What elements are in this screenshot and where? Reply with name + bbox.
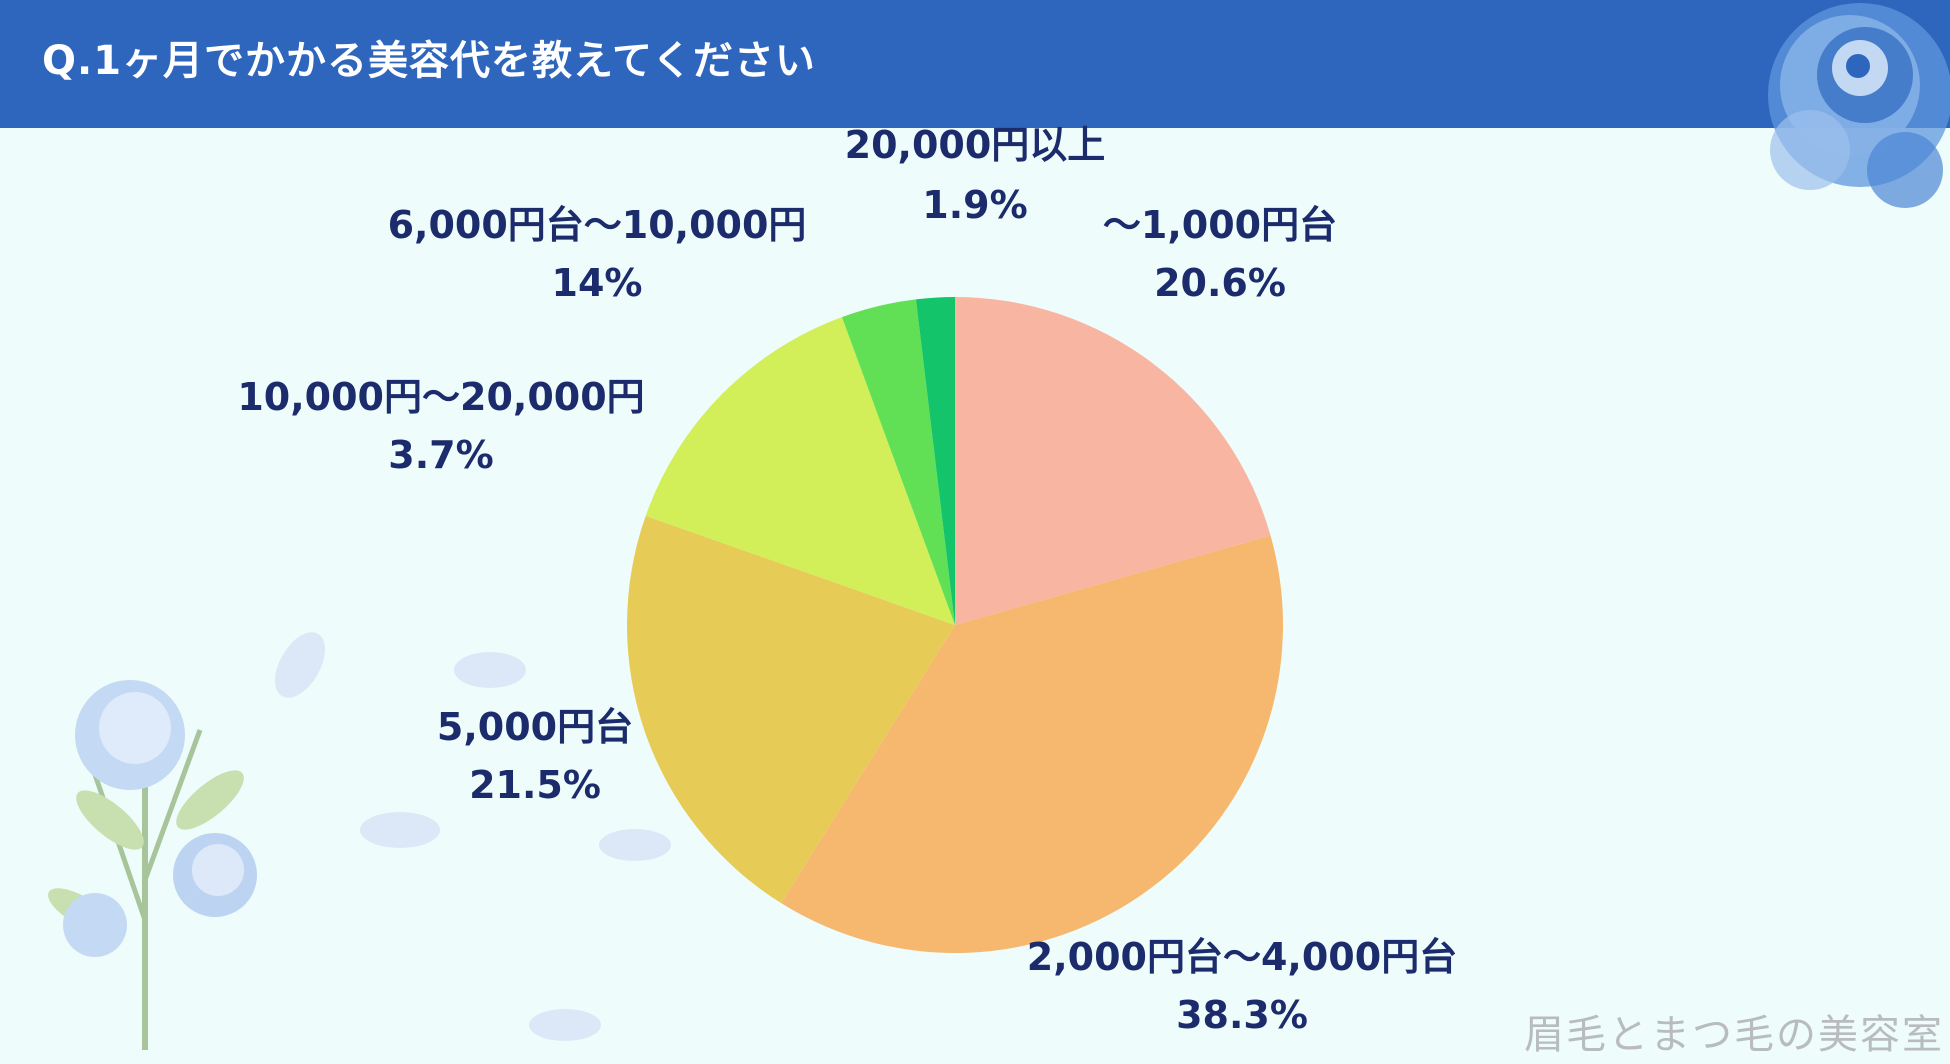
blue-flower-stem-icon <box>48 632 671 1050</box>
pie-slice <box>627 515 955 904</box>
slice-category-label: 10,000円～20,000円 <box>237 375 644 419</box>
slice-percent-label: 20.6% <box>1154 261 1286 305</box>
pie-slice <box>841 299 955 625</box>
slice-percent-label: 1.9% <box>922 183 1027 227</box>
slice-percent-label: 38.3% <box>1176 993 1308 1037</box>
pie-slice <box>915 297 955 625</box>
slice-category-label: ～1,000円台 <box>1103 203 1337 247</box>
slice-percent-label: 3.7% <box>388 433 493 477</box>
header-bar: Q.1ヶ月でかかる美容代を教えてください <box>0 0 1950 128</box>
slice-category-label: 6,000円台～10,000円 <box>388 203 807 247</box>
slice-percent-label: 21.5% <box>469 763 601 807</box>
page-title: Q.1ヶ月でかかる美容代を教えてください <box>42 38 816 84</box>
pie-slice <box>780 535 1284 953</box>
slice-category-label: 5,000円台 <box>437 705 633 749</box>
slice-category-label: 2,000円台～4,000円台 <box>1027 935 1457 979</box>
slice-percent-label: 14% <box>552 261 643 305</box>
pie-slice <box>645 317 955 625</box>
watermark: 眉毛とまつ毛の美容室 <box>1524 1012 1944 1058</box>
pie-slice <box>955 297 1271 625</box>
blue-rose-icon <box>1768 3 1950 208</box>
slice-category-label: 20,000円以上 <box>845 123 1106 167</box>
